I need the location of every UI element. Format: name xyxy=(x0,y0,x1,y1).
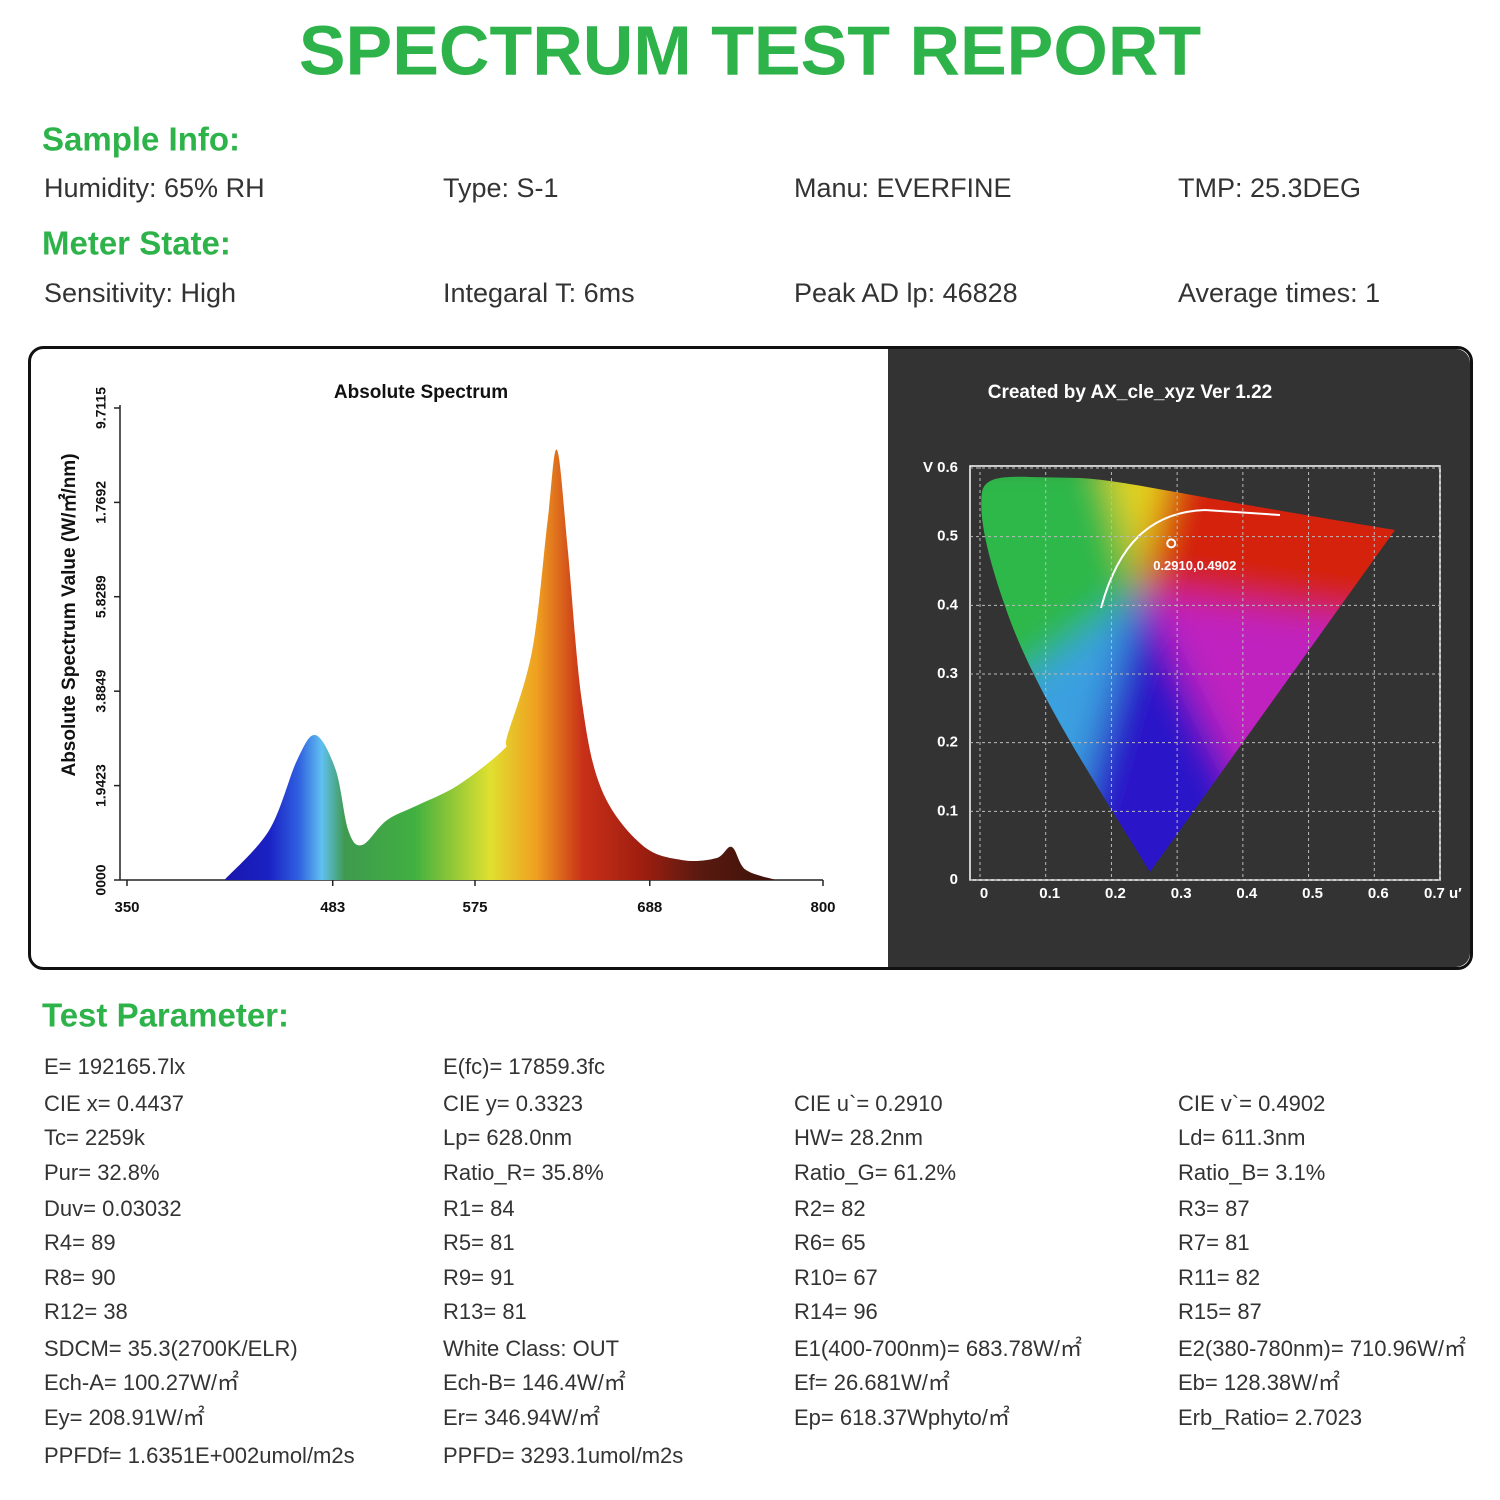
parameter: Ech-A= 100.27W/㎡ xyxy=(44,1370,239,1395)
parameter: HW= 28.2nm xyxy=(794,1125,923,1150)
y-tick-label: 0.1 xyxy=(937,802,958,819)
parameter: CIE v`= 0.4902 xyxy=(1178,1091,1325,1116)
parameter: R13= 81 xyxy=(443,1299,527,1324)
parameter: Er= 346.94W/㎡ xyxy=(443,1405,600,1430)
x-tick-label: 0.7 u′ xyxy=(1424,885,1462,902)
info-item: Type: S-1 xyxy=(443,173,559,203)
parameter: Erb_Ratio= 2.7023 xyxy=(1178,1405,1362,1430)
parameter: White Class: OUT xyxy=(443,1336,619,1361)
x-tick-label: 0 xyxy=(980,885,988,902)
x-tick-label: 575 xyxy=(462,899,487,916)
info-item: Average times: 1 xyxy=(1178,278,1380,308)
y-tick-label: 1.9423 xyxy=(93,764,109,807)
x-tick-label: 0.3 xyxy=(1171,885,1192,902)
parameter: R2= 82 xyxy=(794,1196,866,1221)
parameter: E2(380-780nm)= 710.96W/㎡ xyxy=(1178,1336,1466,1361)
section-heading: Sample Info: xyxy=(42,121,240,158)
y-tick-label: 1.7692 xyxy=(93,481,109,524)
section-heading: Meter State: xyxy=(42,225,231,262)
chart-title: Absolute Spectrum xyxy=(334,382,508,403)
parameter: CIE u`= 0.2910 xyxy=(794,1091,943,1116)
parameter: R5= 81 xyxy=(443,1230,515,1255)
parameter: R8= 90 xyxy=(44,1265,116,1290)
parameter: Lp= 628.0nm xyxy=(443,1125,572,1150)
parameter: Ep= 618.37Wphyto/㎡ xyxy=(794,1405,1010,1430)
parameter: R9= 91 xyxy=(443,1265,515,1290)
parameter: SDCM= 35.3(2700K/ELR) xyxy=(44,1336,298,1361)
x-tick-label: 688 xyxy=(637,899,662,916)
chromaticity-point xyxy=(1166,538,1177,549)
parameter: CIE x= 0.4437 xyxy=(44,1091,184,1116)
y-tick-label: 0.4 xyxy=(937,596,959,613)
parameter: Pur= 32.8% xyxy=(44,1160,160,1185)
info-item: Integaral T: 6ms xyxy=(443,278,635,308)
x-tick-label: 350 xyxy=(114,899,139,916)
parameter: R10= 67 xyxy=(794,1265,878,1290)
parameter: Ld= 611.3nm xyxy=(1178,1125,1305,1150)
info-item: Humidity: 65% RH xyxy=(44,173,265,203)
parameter: R6= 65 xyxy=(794,1230,866,1255)
info-item: Manu: EVERFINE xyxy=(794,173,1012,203)
chart-title: Created by AX_cle_xyz Ver 1.22 xyxy=(988,382,1272,403)
parameter: CIE y= 0.3323 xyxy=(443,1091,583,1116)
parameter: Ratio_R= 35.8% xyxy=(443,1160,604,1185)
parameter: E= 192165.7lx xyxy=(44,1054,185,1079)
x-tick-label: 0.5 xyxy=(1302,885,1323,902)
info-item: Peak AD lp: 46828 xyxy=(794,278,1018,308)
parameter: PPFDf= 1.6351E+002umol/m2s xyxy=(44,1443,355,1468)
parameter: Tc= 2259k xyxy=(44,1125,146,1150)
x-tick-label: 0.4 xyxy=(1236,885,1258,902)
y-tick-label: 0.3 xyxy=(937,665,958,682)
planckian-locus xyxy=(1100,508,1281,609)
report-title: SPECTRUM TEST REPORT xyxy=(299,11,1201,89)
spectrum-area xyxy=(224,449,777,880)
parameter: R7= 81 xyxy=(1178,1230,1250,1255)
parameter: Ratio_B= 3.1% xyxy=(1178,1160,1325,1185)
parameter: Ech-B= 146.4W/㎡ xyxy=(443,1370,626,1395)
parameter: R3= 87 xyxy=(1178,1196,1250,1221)
parameter: E1(400-700nm)= 683.78W/㎡ xyxy=(794,1336,1082,1361)
y-tick-label: 0.2 xyxy=(937,734,958,751)
y-tick-label: 3.8849 xyxy=(93,670,109,713)
parameter: Duv= 0.03032 xyxy=(44,1196,182,1221)
parameter: R11= 82 xyxy=(1178,1265,1260,1290)
x-tick-label: 800 xyxy=(810,899,835,916)
x-tick-label: 483 xyxy=(320,899,345,916)
y-tick-label: 5.8289 xyxy=(93,575,109,618)
y-axis-label: Absolute Spectrum Value (W/㎡/nm) xyxy=(57,453,80,776)
parameter: R4= 89 xyxy=(44,1230,116,1255)
x-tick-label: 0.2 xyxy=(1105,885,1126,902)
y-tick-label: 0 xyxy=(950,871,958,888)
parameter: PPFD= 3293.1umol/m2s xyxy=(443,1443,683,1468)
parameter-table: E= 192165.7lx E(fc)= 17859.3fc CIE x= 0.44… xyxy=(44,1054,1466,1468)
y-tick-label: 0000 xyxy=(93,864,109,895)
info-item: Sensitivity: High xyxy=(44,278,236,308)
parameter: E(fc)= 17859.3fc xyxy=(443,1054,605,1079)
parameter: Eb= 128.38W/㎡ xyxy=(1178,1370,1340,1395)
parameter: Ef= 26.681W/㎡ xyxy=(794,1370,950,1395)
info-item: TMP: 25.3DEG xyxy=(1178,173,1361,203)
point-label: 0.2910,0.4902 xyxy=(1153,558,1236,573)
parameter: R1= 84 xyxy=(443,1196,515,1221)
y-tick-label: 9.7115 xyxy=(93,387,109,429)
parameter: R14= 96 xyxy=(794,1299,878,1324)
parameter: R12= 38 xyxy=(44,1299,128,1324)
parameter: R15= 87 xyxy=(1178,1299,1262,1324)
x-tick-label: 0.1 xyxy=(1039,885,1060,902)
parameter: Ratio_G= 61.2% xyxy=(794,1160,956,1185)
y-tick-label: V 0.6 xyxy=(923,459,958,476)
y-tick-label: 0.5 xyxy=(937,528,958,545)
parameter: Ey= 208.91W/㎡ xyxy=(44,1405,205,1430)
section-heading: Test Parameter: xyxy=(42,997,289,1034)
x-tick-label: 0.6 xyxy=(1368,885,1389,902)
